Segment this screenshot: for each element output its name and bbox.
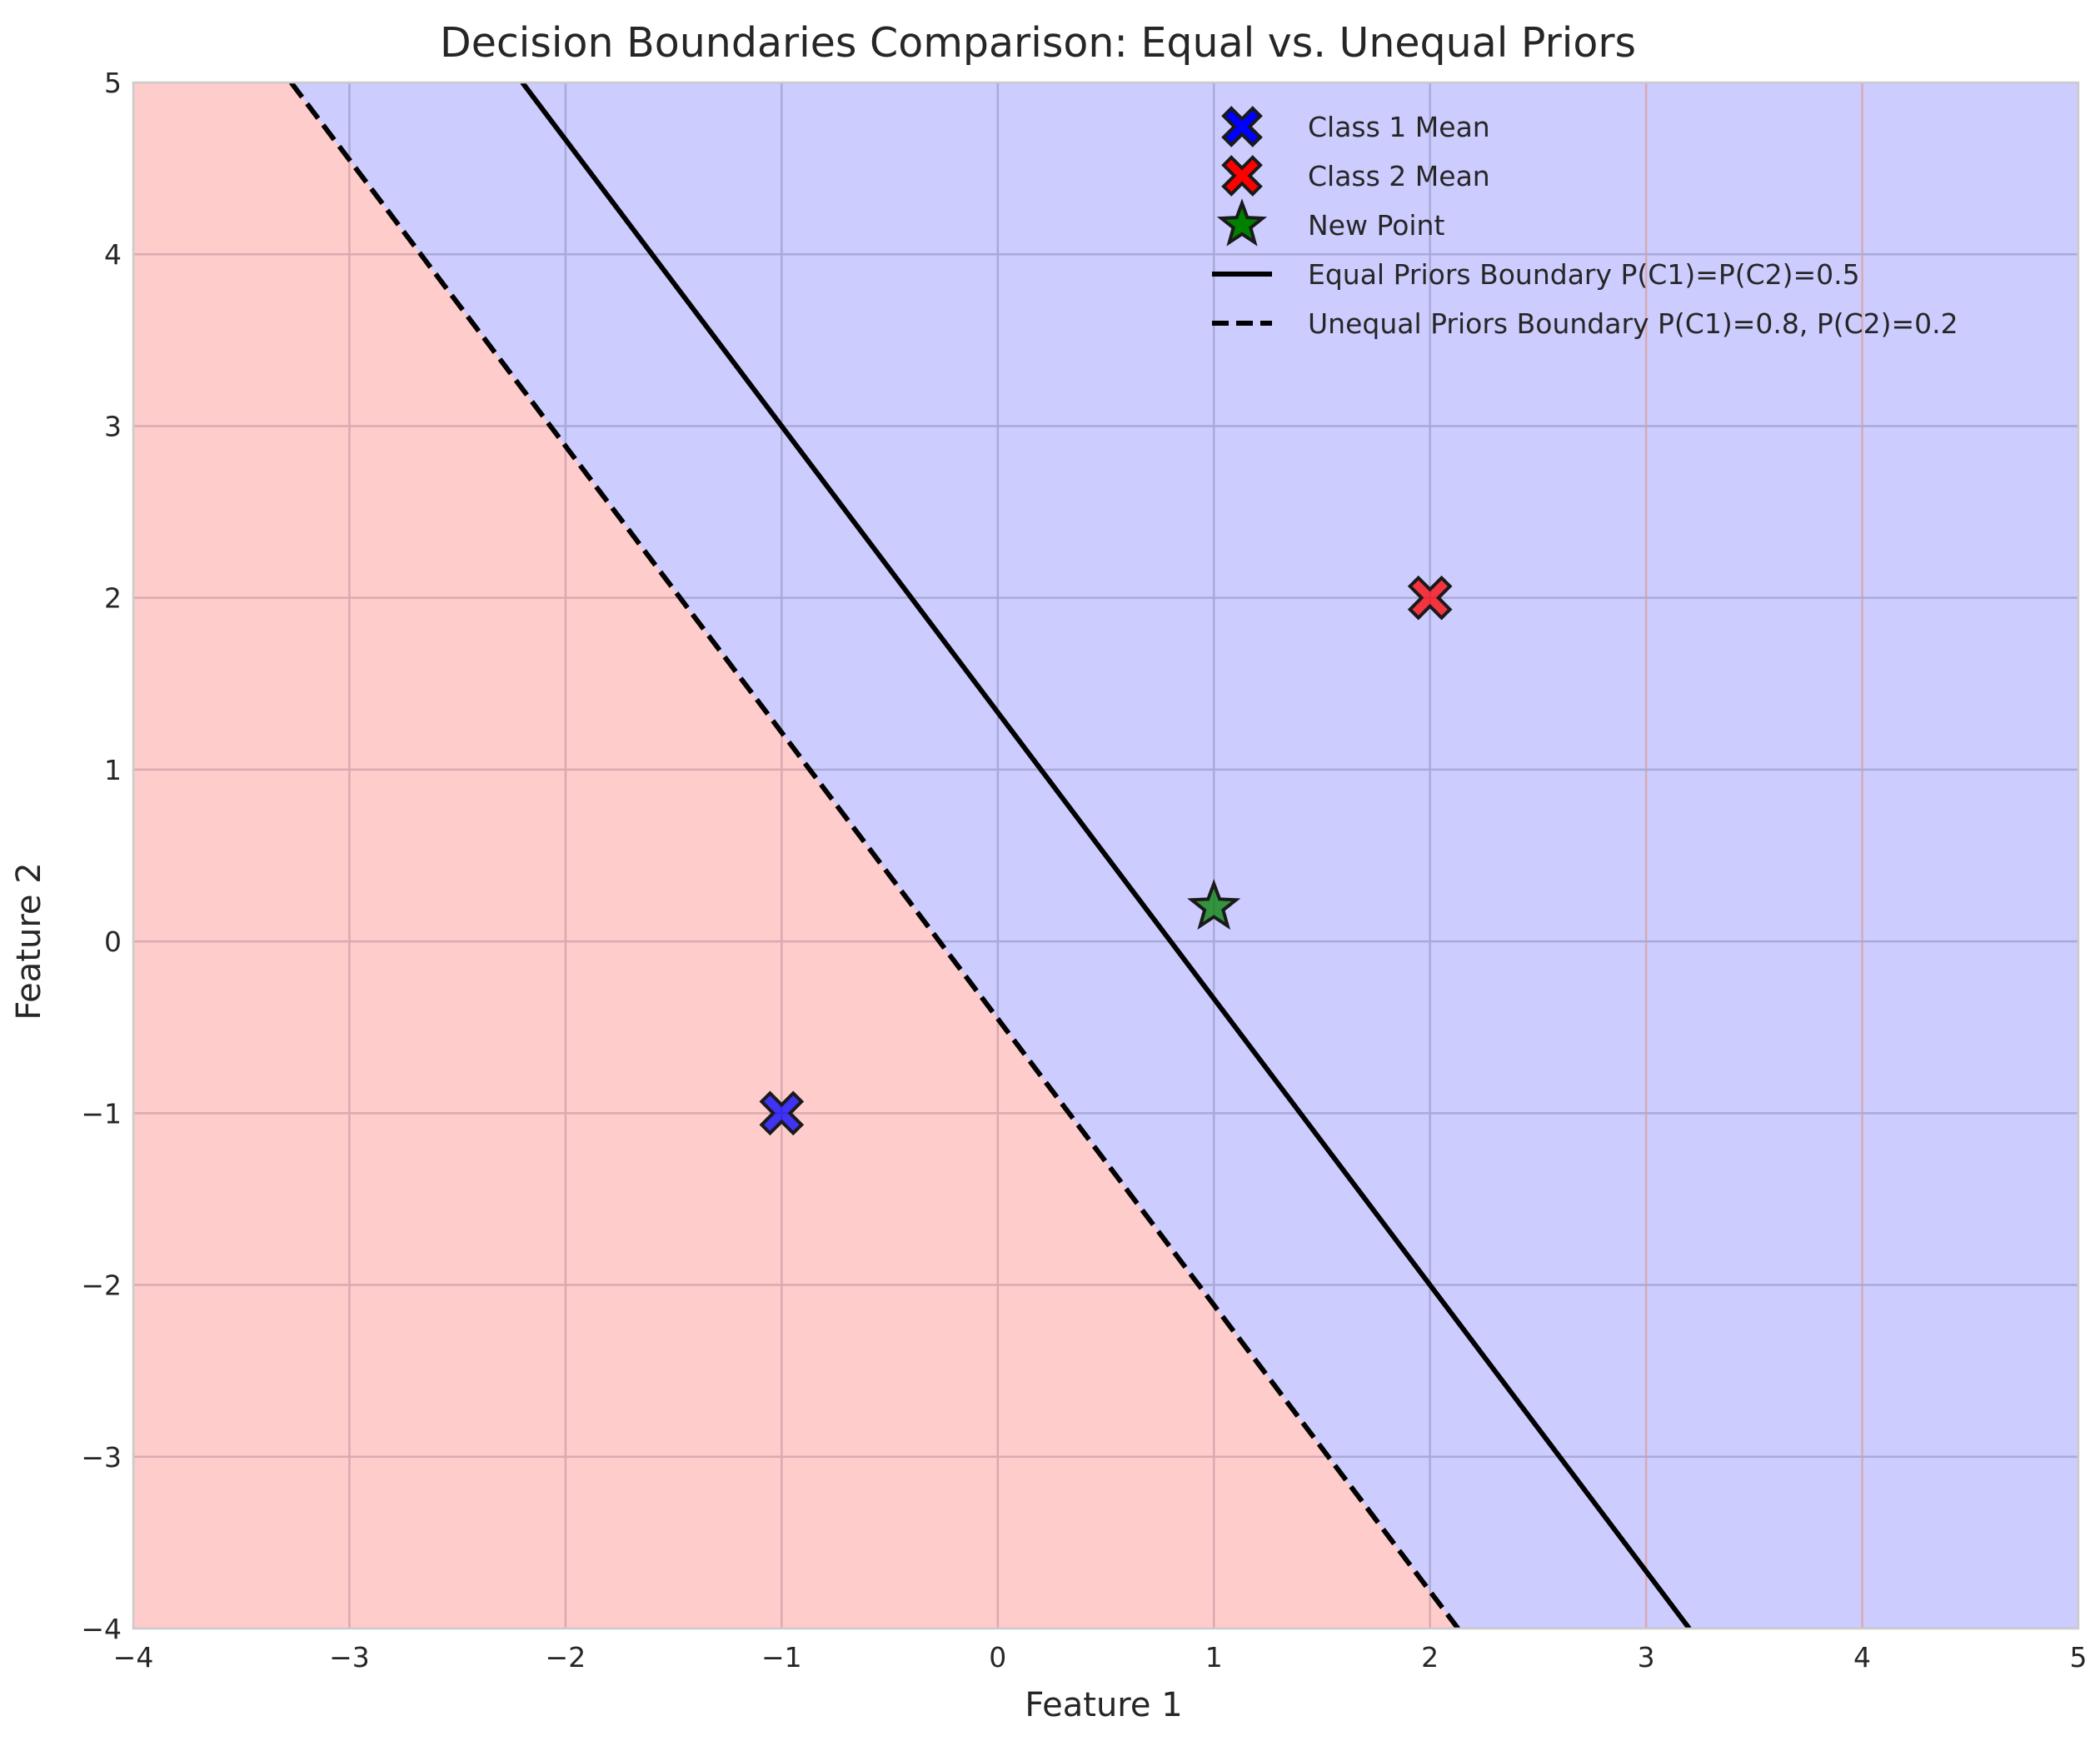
x-axis-ticks: −4 −3 −2 −1 0 1 2 3 4 5 (113, 1641, 2088, 1674)
class-2-mean-marker (1407, 575, 1453, 621)
x-tick-label: −2 (546, 1641, 586, 1674)
x-tick-label: 2 (1421, 1641, 1439, 1674)
region-class-1 (291, 82, 2078, 1629)
y-tick-label: 4 (104, 238, 122, 271)
x-tick-label: −1 (761, 1641, 802, 1674)
y-axis-ticks: −4 −3 −2 −1 0 1 2 3 4 5 (81, 67, 122, 1645)
y-tick-label: −3 (81, 1441, 122, 1474)
legend-label: Class 2 Mean (1308, 160, 1490, 192)
region-class-2 (133, 82, 1459, 1629)
legend-marker-x (1221, 155, 1263, 197)
x-tick-label: −3 (329, 1641, 370, 1674)
x-tick-label: 5 (2070, 1641, 2088, 1674)
x-axis-label: Feature 1 (1025, 1686, 1182, 1724)
new-point-marker (1187, 879, 1241, 930)
y-tick-label: −4 (81, 1613, 122, 1645)
y-tick-label: 1 (104, 754, 122, 786)
legend-label: Equal Priors Boundary P(C1)=P(C2)=0.5 (1308, 258, 1860, 291)
y-tick-label: 2 (104, 582, 122, 615)
legend-marker-x (1221, 106, 1263, 147)
grid (133, 82, 2078, 1629)
chart-title: Decision Boundaries Comparison: Equal vs… (440, 19, 1636, 67)
equal-priors-boundary (520, 82, 1692, 1629)
x-tick-label: 1 (1205, 1641, 1223, 1674)
markers (759, 575, 1453, 1136)
x-tick-label: 4 (1853, 1641, 1871, 1674)
x-tick-label: 0 (989, 1641, 1006, 1674)
legend: Class 1 Mean Class 2 Mean New Point Equal P… (1212, 106, 1958, 340)
y-axis-label: Feature 2 (10, 862, 48, 1020)
legend-label: Unequal Priors Boundary P(C1)=0.8, P(C2)… (1308, 307, 1958, 340)
x-tick-label: 3 (1638, 1641, 1655, 1674)
class-1-mean-marker (759, 1090, 805, 1136)
legend-label: Class 1 Mean (1308, 111, 1490, 143)
plot-frame (132, 81, 2080, 1630)
y-tick-label: −2 (81, 1270, 122, 1302)
x-tick-label: −4 (113, 1641, 154, 1674)
y-tick-label: 3 (104, 410, 122, 442)
plot-area (133, 82, 2078, 1629)
boundaries (289, 82, 1692, 1629)
y-tick-label: 5 (104, 67, 122, 99)
legend-marker-star (1216, 198, 1268, 247)
y-tick-label: 0 (104, 925, 122, 958)
legend-label: New Point (1308, 209, 1444, 242)
y-tick-label: −1 (81, 1097, 122, 1130)
unequal-priors-boundary (289, 82, 1460, 1629)
decision-regions (133, 82, 2078, 1629)
